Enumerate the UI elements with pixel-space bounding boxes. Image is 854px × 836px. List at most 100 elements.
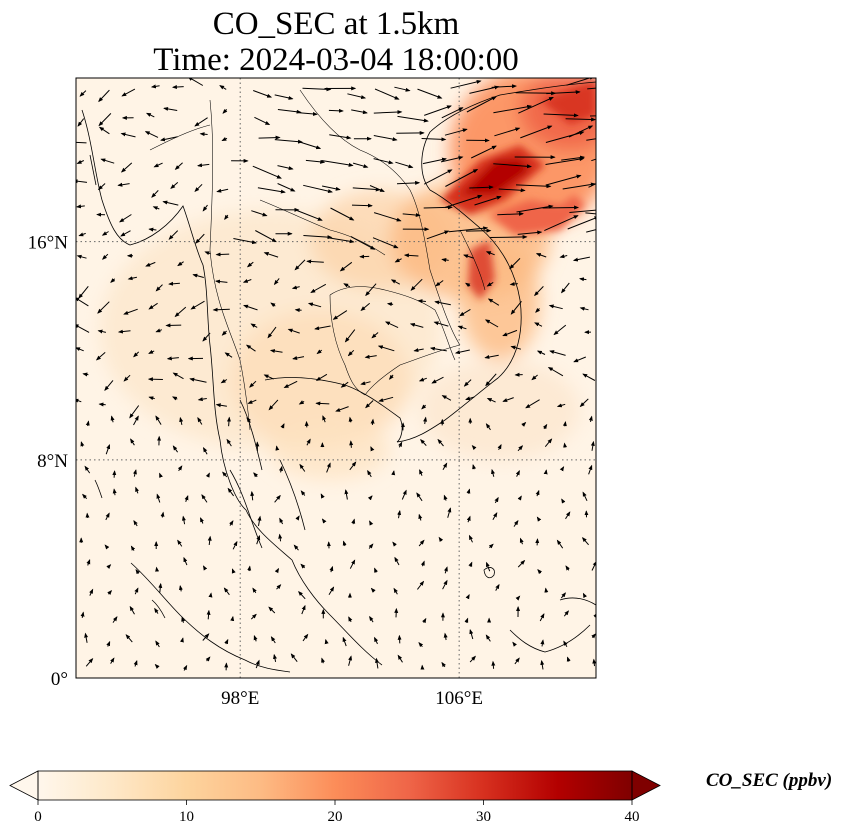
wind-arrow bbox=[423, 169, 453, 185]
wind-arrow bbox=[384, 321, 399, 329]
wind-arrow bbox=[485, 634, 491, 642]
wind-arrow bbox=[322, 185, 341, 191]
wind-arrow bbox=[230, 615, 235, 622]
wind-arrow bbox=[515, 595, 521, 601]
wind-arrow bbox=[543, 469, 548, 475]
wind-arrow bbox=[539, 613, 545, 622]
wind-arrow bbox=[582, 491, 588, 502]
wind-arrow bbox=[82, 372, 89, 377]
wind-arrow bbox=[133, 415, 139, 426]
wind-arrow bbox=[277, 165, 294, 171]
wind-arrow bbox=[521, 421, 527, 427]
wind-arrow bbox=[559, 254, 568, 259]
wind-arrow bbox=[172, 396, 178, 401]
colorbar-tick-label: 20 bbox=[328, 809, 343, 825]
wind-arrow bbox=[202, 633, 210, 641]
wind-arrow bbox=[426, 230, 450, 240]
wind-arrow bbox=[567, 216, 596, 230]
wind-arrow bbox=[413, 348, 424, 353]
wind-arrow bbox=[299, 463, 306, 472]
wind-arrow bbox=[76, 141, 87, 144]
wind-arrow bbox=[542, 423, 548, 430]
wind-arrow bbox=[470, 145, 497, 159]
wind-arrow bbox=[300, 563, 306, 569]
wind-arrow bbox=[546, 90, 581, 95]
wind-arrow bbox=[145, 261, 156, 267]
wind-arrow bbox=[418, 641, 424, 648]
wind-arrow bbox=[300, 490, 306, 496]
wind-arrow bbox=[97, 183, 106, 191]
wind-arrow bbox=[420, 438, 427, 446]
wind-arrow bbox=[78, 232, 86, 237]
wind-arrow bbox=[585, 212, 596, 215]
wind-arrow bbox=[563, 640, 568, 648]
wind-arrow bbox=[581, 537, 589, 546]
wind-arrow bbox=[365, 283, 377, 297]
wind-arrow bbox=[540, 639, 545, 647]
wind-arrow bbox=[587, 87, 596, 90]
wind-arrow bbox=[316, 349, 323, 355]
wind-arrow bbox=[220, 378, 228, 384]
wind-arrow bbox=[76, 347, 84, 352]
wind-arrow bbox=[98, 113, 112, 127]
wind-arrow bbox=[418, 377, 427, 382]
map-title-line1: CO_SEC at 1.5km bbox=[212, 6, 460, 42]
wind-arrow bbox=[206, 609, 211, 620]
wind-arrow bbox=[370, 587, 376, 593]
wind-arrow bbox=[177, 539, 183, 547]
wind-arrow bbox=[310, 283, 327, 293]
wind-arrow bbox=[563, 610, 570, 617]
wind-arrow bbox=[274, 494, 281, 503]
wind-arrow bbox=[148, 302, 158, 310]
wind-arrow bbox=[569, 209, 596, 213]
wind-arrow bbox=[561, 498, 566, 504]
wind-arrow bbox=[351, 203, 373, 208]
wind-arrow bbox=[374, 567, 378, 573]
wind-arrow bbox=[110, 278, 116, 283]
wind-arrow bbox=[591, 633, 596, 639]
wind-arrow bbox=[488, 543, 494, 549]
wind-arrow bbox=[418, 539, 425, 547]
wind-arrow bbox=[148, 349, 155, 354]
colorbar-tick-label: 30 bbox=[476, 809, 491, 825]
wind-arrow bbox=[373, 158, 394, 165]
wind-arrow bbox=[517, 445, 524, 452]
wind-arrow bbox=[420, 560, 425, 567]
wind-arrow bbox=[152, 206, 160, 211]
wind-arrow bbox=[202, 332, 211, 342]
wind-arrow bbox=[120, 132, 136, 138]
wind-arrow bbox=[89, 588, 94, 596]
wind-arrow bbox=[349, 559, 356, 569]
wind-arrow bbox=[443, 632, 448, 641]
wind-arrow bbox=[513, 519, 519, 527]
wind-arrow bbox=[344, 329, 356, 343]
wind-arrow bbox=[465, 594, 470, 600]
wind-arrow bbox=[303, 235, 333, 240]
colorbar-tick-label: 0 bbox=[34, 809, 42, 825]
wind-arrow bbox=[588, 464, 593, 475]
wind-arrow bbox=[215, 279, 228, 284]
wind-arrow bbox=[469, 628, 474, 640]
wind-arrow bbox=[535, 253, 547, 258]
wind-arrow bbox=[582, 592, 588, 599]
wind-arrow bbox=[340, 381, 349, 388]
wind-arrow bbox=[177, 465, 183, 472]
wind-arrow bbox=[368, 543, 374, 549]
wind-arrow bbox=[562, 421, 567, 427]
wind-arrow bbox=[303, 184, 333, 194]
wind-arrow bbox=[174, 162, 183, 170]
wind-arrow bbox=[257, 187, 286, 194]
wind-arrow bbox=[469, 655, 476, 663]
wind-arrow bbox=[561, 155, 586, 161]
wind-arrow bbox=[120, 162, 133, 173]
wind-arrow bbox=[80, 611, 85, 618]
colorbar-gradient bbox=[38, 771, 632, 800]
wind-arrow bbox=[390, 279, 401, 285]
wind-arrow bbox=[572, 256, 591, 262]
wind-arrow bbox=[520, 125, 553, 139]
wind-arrow bbox=[174, 306, 187, 318]
lat-tick-label: 0° bbox=[51, 669, 68, 690]
wind-arrow bbox=[277, 109, 302, 114]
wind-arrow bbox=[591, 158, 596, 162]
wind-arrow bbox=[553, 324, 567, 336]
